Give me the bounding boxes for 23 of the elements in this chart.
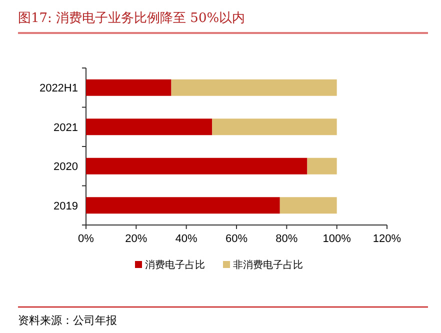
y-tick-label: 2022H1	[39, 82, 78, 95]
bar	[280, 197, 337, 214]
x-tick-label: 100%	[322, 233, 352, 245]
bar	[86, 158, 308, 174]
x-tick-label: 60%	[225, 233, 248, 245]
x-tick-label: 120%	[372, 233, 402, 245]
x-tick-label: 0%	[78, 233, 94, 245]
chart-title: 图17: 消费电子业务比例降至 50%以内	[18, 11, 246, 26]
legend-label: 非消费电子占比	[233, 259, 303, 271]
y-tick-label: 2020	[54, 161, 78, 174]
bar	[86, 197, 280, 214]
x-tick-label: 20%	[125, 233, 148, 245]
bar	[86, 118, 212, 136]
text: 资料来源：公司年报	[18, 314, 117, 327]
x-tick-label: 40%	[175, 233, 198, 245]
y-tick-label: 2019	[54, 200, 78, 212]
bar	[307, 158, 337, 174]
bar	[171, 79, 337, 96]
y-tick-label: 2021	[54, 122, 78, 134]
bar	[212, 118, 337, 136]
legend-label: 消费电子占比	[145, 259, 205, 271]
x-tick-label: 80%	[276, 233, 298, 245]
bar	[86, 79, 172, 96]
